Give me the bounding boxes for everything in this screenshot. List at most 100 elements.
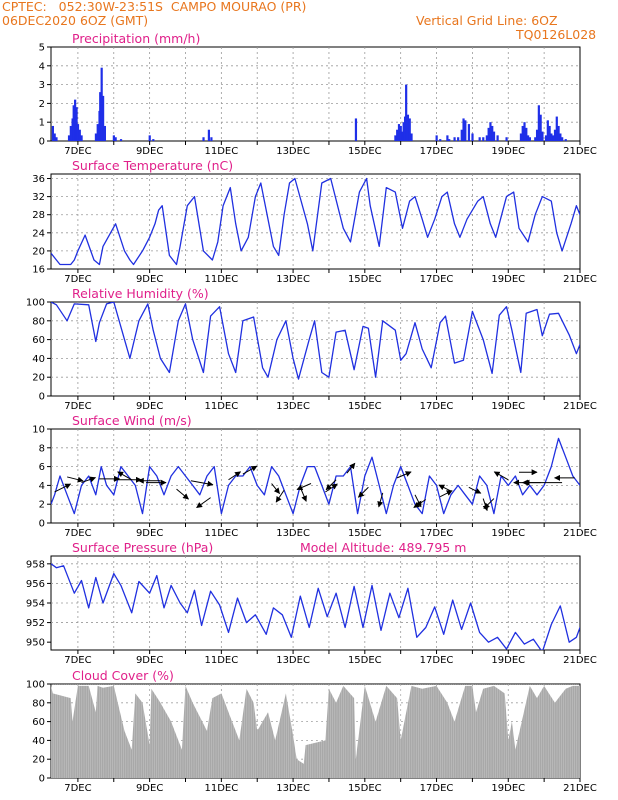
temp-x-tick-label: 19DEC [491, 274, 525, 285]
cloud-y-tick-label: 0 [39, 774, 45, 785]
rh-y-tick-label: 100 [26, 298, 45, 309]
temp-x-tick-label: 21DEC [563, 274, 597, 285]
cloud-x-tick-label: 21DEC [563, 783, 597, 794]
precip-bar [408, 118, 411, 141]
wind-x-tick-label: 19DEC [491, 528, 525, 539]
wind-vector-arrow [81, 476, 97, 484]
precip-bar [80, 135, 83, 141]
precip-bar [561, 137, 564, 141]
wind-x-tick-label: 9DEC [136, 528, 163, 539]
panel-wind: 0 2 4 6 8 10 7DEC 9DEC 11DEC 13DEC 15DEC 17DEC 19DEC… [32, 413, 597, 539]
wind-vector-arrow [67, 476, 84, 483]
precip-bar [207, 129, 211, 141]
rh-plot-frame [50, 301, 581, 397]
press-x-tick-label: 7DEC [64, 655, 91, 666]
precip-y-tick-label: 5 [39, 43, 45, 54]
precip-bar [496, 135, 499, 141]
wind-vector-arrow [396, 471, 412, 479]
cloud-y-tick-label: 40 [32, 736, 45, 747]
wind-vector-arrow [325, 479, 337, 491]
precip-bar [114, 137, 117, 141]
precip-bar [521, 125, 524, 141]
rh-x-tick-label: 7DEC [64, 401, 91, 412]
precip-bar [148, 135, 151, 141]
wind-vector-arrow [346, 462, 356, 474]
wind-vector-arrow [493, 471, 509, 481]
precip-x-tick-label: 15DEC [348, 146, 382, 157]
wind-y-tick-label: 0 [39, 519, 45, 530]
precip-bar [399, 125, 402, 141]
wind-y-tick-label: 8 [39, 443, 45, 454]
precip-bar [553, 129, 557, 141]
press-y-tick-label: 958 [26, 559, 45, 570]
precip-bar [69, 125, 72, 141]
precip-title: Precipitation (mm/h) [72, 31, 200, 46]
wind-vector-arrow [242, 465, 258, 475]
wind-vector-arrow [439, 490, 453, 498]
temp-x-tick-label: 13DEC [276, 274, 310, 285]
press-y-tick-label: 954 [26, 599, 45, 610]
cloud-x-tick-label: 7DEC [64, 783, 91, 794]
precip-x-tick-label: 11DEC [204, 146, 238, 157]
precip-bar [397, 124, 401, 141]
wind-vector-arrow [413, 499, 427, 508]
rh-x-tick-label: 15DEC [348, 401, 382, 412]
cloud-y-tick-label: 20 [32, 755, 45, 766]
rh-x-tick-label: 19DEC [491, 401, 525, 412]
precip-bar [76, 124, 80, 141]
temp-x-tick-label: 17DEC [420, 274, 454, 285]
wind-vector-arrow [196, 497, 211, 509]
rh-x-tick-label: 17DEC [420, 401, 454, 412]
precip-bar [535, 129, 539, 141]
precip-bar [402, 122, 405, 141]
precip-bar [457, 137, 460, 141]
precip-bar [96, 124, 99, 141]
precip-bar [75, 107, 78, 141]
precip-bar [210, 137, 213, 141]
precip-bar [539, 114, 542, 141]
rh-y-tick-label: 60 [32, 335, 45, 346]
rh-x-tick-label: 13DEC [276, 401, 310, 412]
precip-bar [103, 125, 106, 141]
wind-vector-arrow [190, 480, 214, 487]
temp-x-tick-label: 15DEC [348, 274, 382, 285]
cloud-x-tick-label: 11DEC [204, 783, 238, 794]
precip-bar [448, 139, 451, 141]
precip-bar [394, 135, 397, 141]
rh-title: Relative Humidity (%) [72, 286, 209, 301]
precip-bar [541, 131, 544, 141]
wind-vector-arrow [414, 494, 422, 508]
wind-vector-arrow [176, 488, 189, 500]
wind-vector-arrow [117, 471, 132, 481]
press-series-line [51, 563, 580, 650]
wind-x-tick-label: 13DEC [276, 528, 310, 539]
precip-bar [548, 125, 551, 141]
precip-bar [94, 133, 98, 141]
press-subtitle: Model Altitude: 489.795 m [300, 540, 466, 555]
cloud-y-tick-label: 60 [32, 717, 45, 728]
precip-bar [471, 133, 474, 141]
precip-bar [112, 135, 115, 141]
precip-bar [78, 129, 81, 141]
wind-vector-arrow [377, 492, 384, 508]
rh-x-tick-label: 9DEC [136, 401, 163, 412]
temp-y-tick-label: 36 [32, 174, 45, 185]
cloud-x-tick-label: 9DEC [136, 783, 163, 794]
wind-vector-arrow [357, 486, 369, 498]
precip-bar [489, 122, 492, 141]
precip-y-tick-label: 1 [39, 118, 45, 129]
precip-bar [482, 137, 485, 141]
rh-y-tick-label: 20 [32, 373, 45, 384]
header-code: TQ0126L028 [516, 27, 597, 42]
precip-bar [439, 139, 442, 141]
press-plot-frame [50, 555, 581, 651]
press-x-tick-label: 11DEC [204, 655, 238, 666]
cloud-y-tick-label: 80 [32, 698, 45, 709]
temp-y-tick-label: 20 [32, 246, 45, 257]
precip-y-tick-label: 0 [39, 137, 45, 148]
press-y-tick-label: 950 [26, 638, 45, 649]
rh-x-tick-label: 21DEC [563, 401, 597, 412]
press-x-tick-label: 13DEC [276, 655, 310, 666]
precip-bar [152, 139, 155, 141]
cloud-x-tick-label: 17DEC [420, 783, 454, 794]
